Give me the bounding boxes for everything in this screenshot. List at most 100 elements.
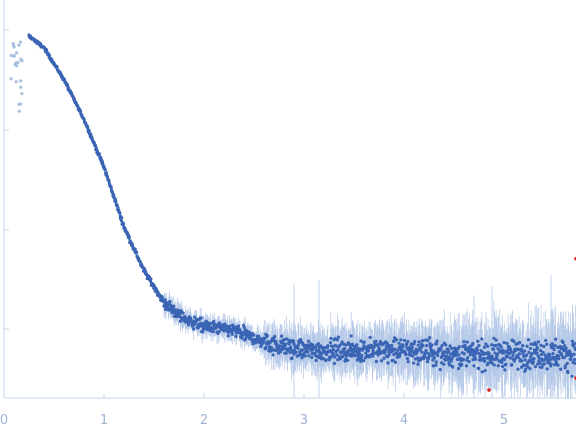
data-point: [242, 325, 246, 330]
data-point: [347, 348, 351, 353]
data-point: [483, 359, 487, 363]
data-point: [355, 343, 359, 347]
data-point: [149, 277, 153, 281]
data-point: [542, 344, 546, 348]
data-point: [398, 354, 402, 358]
excluded-point: [14, 61, 18, 65]
data-point: [549, 362, 553, 366]
data-point: [420, 350, 424, 354]
data-point: [495, 352, 500, 356]
data-point: [442, 362, 446, 366]
data-point: [262, 339, 266, 343]
data-point: [473, 354, 477, 359]
data-point: [331, 344, 335, 348]
data-point: [477, 343, 481, 348]
data-point: [99, 156, 103, 160]
x-axis-ticks: 0 1 2 3 4 5: [0, 393, 508, 428]
excluded-point: [19, 102, 23, 106]
data-point: [527, 350, 531, 354]
data-point: [432, 356, 437, 360]
x-tick-label: 2: [200, 413, 208, 428]
data-point: [536, 340, 541, 344]
data-point: [345, 358, 350, 362]
data-point: [212, 319, 216, 324]
data-point: [120, 216, 124, 220]
data-points: [9, 33, 576, 378]
data-point: [104, 171, 108, 175]
data-point: [435, 342, 439, 346]
data-point: [502, 358, 507, 362]
data-point: [333, 355, 337, 359]
data-point: [542, 362, 546, 366]
data-point: [434, 363, 438, 367]
data-point: [168, 299, 172, 304]
data-point: [553, 343, 557, 348]
data-point: [217, 330, 221, 334]
data-point: [264, 345, 268, 349]
data-point: [368, 335, 372, 340]
data-point: [310, 355, 314, 359]
data-point: [551, 351, 555, 356]
data-point: [306, 350, 310, 354]
data-point: [47, 53, 52, 58]
data-point: [419, 356, 423, 360]
data-point: [512, 339, 516, 344]
data-point: [404, 353, 408, 357]
data-point: [371, 348, 375, 353]
data-point: [516, 355, 520, 359]
data-point: [434, 360, 438, 364]
data-point: [416, 343, 420, 347]
data-point: [372, 345, 376, 349]
data-point: [328, 340, 333, 345]
data-point: [467, 360, 471, 364]
data-point: [187, 321, 191, 325]
data-point: [525, 344, 529, 348]
data-point: [451, 354, 455, 358]
data-point: [464, 346, 468, 350]
data-point: [371, 354, 375, 358]
data-point: [379, 359, 384, 363]
data-point: [230, 332, 234, 336]
data-point: [499, 345, 503, 349]
data-point: [532, 356, 536, 361]
data-point: [559, 367, 563, 371]
data-point: [360, 353, 364, 358]
data-point: [523, 358, 527, 362]
data-point: [491, 347, 496, 352]
data-point: [422, 354, 427, 359]
data-point: [359, 359, 363, 363]
data-point: [427, 354, 431, 358]
data-point: [492, 336, 496, 340]
excluded-point: [17, 109, 21, 113]
data-point: [103, 168, 107, 172]
data-point: [349, 334, 353, 338]
data-point: [410, 345, 414, 349]
data-point: [548, 357, 553, 361]
data-point: [411, 354, 415, 358]
data-point: [199, 316, 203, 320]
data-point: [483, 368, 487, 373]
data-point: [564, 346, 568, 350]
data-point: [326, 344, 330, 348]
data-point: [545, 342, 549, 346]
data-point: [500, 360, 504, 364]
data-point: [201, 330, 205, 334]
data-point: [405, 357, 410, 361]
data-point: [462, 352, 466, 356]
data-point: [569, 357, 573, 362]
data-point: [263, 336, 267, 340]
data-point: [344, 343, 348, 347]
data-point: [327, 358, 331, 362]
data-point: [494, 343, 498, 348]
data-point: [335, 338, 339, 342]
data-point: [510, 363, 514, 367]
data-point: [540, 365, 544, 369]
data-point: [572, 357, 576, 362]
data-point: [525, 353, 529, 357]
data-point: [560, 353, 564, 357]
excluded-point: [19, 85, 23, 89]
data-point: [178, 319, 183, 324]
data-point: [440, 344, 444, 348]
data-point: [191, 327, 196, 331]
excluded-point: [20, 91, 24, 96]
